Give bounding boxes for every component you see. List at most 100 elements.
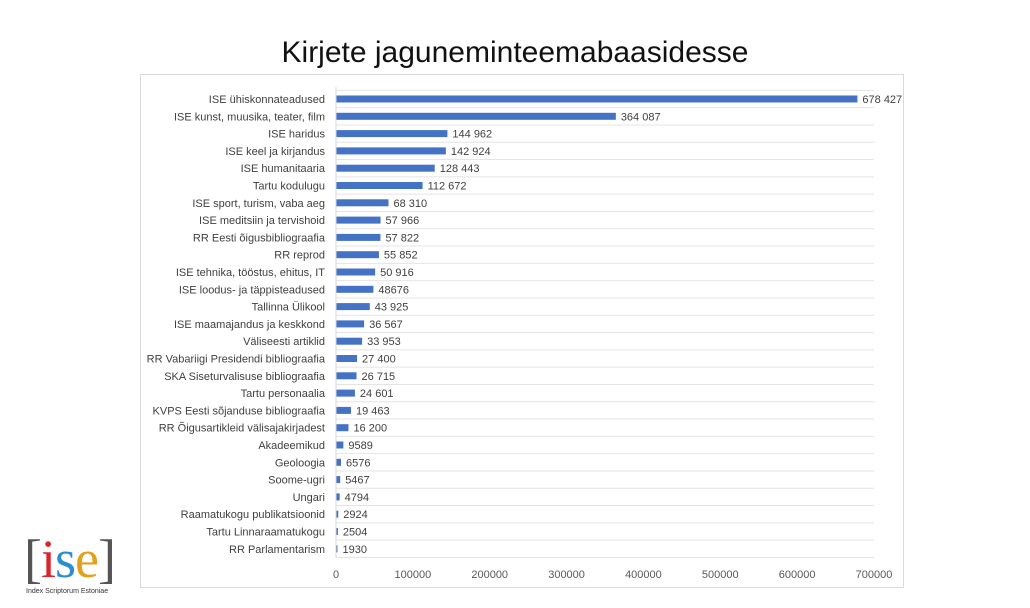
bar [336, 147, 446, 155]
value-label: 55 852 [384, 250, 418, 262]
value-label: 144 962 [452, 129, 492, 141]
logo-glyph: [ [24, 529, 42, 589]
bar-chart: 0 100000 200000 300000 400000 500000 600000 700… [147, 87, 902, 581]
bar [336, 112, 616, 120]
category-label: ISE meditsiin ja tervishoid [199, 215, 325, 227]
category-label: Tartu Linnaraamatukogu [206, 527, 325, 539]
value-label: 678 427 [862, 94, 902, 106]
category-label: RR Parlamentarism [229, 544, 325, 556]
value-label: 48676 [378, 284, 409, 296]
bar [336, 285, 374, 293]
category-label: Soome-ugri [268, 475, 325, 487]
category-label: RR Vabariigi Presidendi bibliograafia [147, 354, 326, 366]
bar [336, 130, 448, 138]
bar [336, 545, 338, 553]
bar [336, 510, 339, 518]
value-label: 27 400 [362, 354, 396, 366]
bar [336, 268, 376, 276]
value-label: 57 822 [385, 232, 419, 244]
value-label: 6576 [346, 457, 370, 469]
value-label: 4794 [345, 492, 369, 504]
value-label: 19 463 [356, 405, 390, 417]
category-label: ISE keel ja kirjandus [225, 146, 325, 158]
category-label: RR Eesti õigusbibliograafia [193, 232, 326, 244]
category-label: RR Õigusartikleid välisajakirjadest [159, 422, 325, 435]
x-tick-label: 200000 [471, 569, 508, 581]
logo-glyph: s [55, 529, 76, 589]
value-label: 364 087 [621, 111, 661, 123]
bar [336, 95, 858, 103]
chart-area: 0 100000 200000 300000 400000 500000 600000 700… [140, 74, 904, 588]
value-label: 142 924 [451, 146, 491, 158]
x-tick-label: 500000 [702, 569, 739, 581]
bar [336, 476, 341, 484]
value-label: 16 200 [353, 423, 387, 435]
category-label: ISE haridus [268, 129, 325, 141]
category-label: ISE kunst, muusika, teater, film [174, 111, 325, 123]
category-label: ISE humanitaaria [241, 163, 326, 175]
x-tick-label: 600000 [779, 569, 816, 581]
x-tick-label: 700000 [856, 569, 893, 581]
value-label: 2504 [343, 527, 367, 539]
value-label: 5467 [345, 475, 369, 487]
bar [336, 406, 351, 414]
bar [336, 164, 435, 172]
bar [336, 251, 379, 259]
x-tick-label: 100000 [394, 569, 431, 581]
category-label: ISE ühiskonnateadused [209, 94, 325, 106]
bar [336, 216, 381, 224]
category-label: KVPS Eesti sõjanduse bibliograafia [153, 405, 326, 417]
value-label: 43 925 [375, 302, 409, 314]
bar [336, 458, 342, 466]
value-label: 24 601 [360, 388, 394, 400]
logo-glyph: i [40, 529, 56, 589]
ise-logo-mark: [ise] [24, 532, 116, 586]
bar [336, 320, 365, 328]
value-label: 33 953 [367, 336, 401, 348]
category-label: ISE tehnika, tööstus, ehitus, IT [176, 267, 325, 279]
x-tick-label: 400000 [625, 569, 662, 581]
value-label: 9589 [348, 440, 372, 452]
category-label: SKA Siseturvalisuse bibliograafia [164, 371, 326, 383]
logo-glyph: e [75, 529, 99, 589]
x-tick-label: 300000 [548, 569, 585, 581]
bar [336, 389, 355, 397]
bar [336, 424, 349, 432]
category-label: Väliseesti artiklid [243, 336, 325, 348]
category-label: Tartu kodulugu [253, 181, 325, 193]
bar [336, 493, 340, 501]
value-label: 128 443 [440, 163, 480, 175]
bar [336, 441, 344, 449]
chart-title: Kirjete jaguneminteemabaasidesse [281, 36, 749, 69]
value-label: 112 672 [428, 181, 467, 193]
logo-glyph: ] [97, 529, 116, 589]
category-label: Tartu personaalia [241, 388, 326, 400]
category-label: Tallinna Ülikool [252, 302, 325, 314]
bar [336, 355, 358, 362]
bar [336, 372, 357, 380]
bar [336, 182, 423, 189]
bar [336, 233, 381, 241]
ise-logo-caption: Index Scriptorum Estoniae [26, 588, 109, 595]
category-label: Geoloogia [275, 457, 326, 469]
value-label: 26 715 [362, 371, 396, 383]
category-label: Raamatukogu publikatsioonid [181, 509, 325, 521]
x-tick-label: 0 [333, 569, 339, 581]
category-label: ISE loodus- ja täppisteadused [179, 284, 325, 296]
value-label: 36 567 [369, 319, 403, 331]
value-label: 57 966 [386, 215, 420, 227]
value-label: 1930 [342, 544, 366, 556]
category-label: Ungari [293, 492, 325, 504]
ise-logo: [ise] Index Scriptorum Estoniae [18, 532, 138, 604]
value-label: 68 310 [394, 198, 428, 210]
category-label: ISE maamajandus ja keskkond [174, 319, 325, 331]
bar [336, 199, 389, 207]
value-label: 50 916 [380, 267, 414, 279]
bar [336, 303, 370, 311]
bar [336, 337, 363, 345]
category-label: ISE sport, turism, vaba aeg [192, 198, 325, 210]
category-label: RR reprod [274, 250, 325, 262]
bar [336, 528, 338, 535]
value-label: 2924 [343, 509, 367, 521]
category-label: Akadeemikud [258, 440, 325, 452]
